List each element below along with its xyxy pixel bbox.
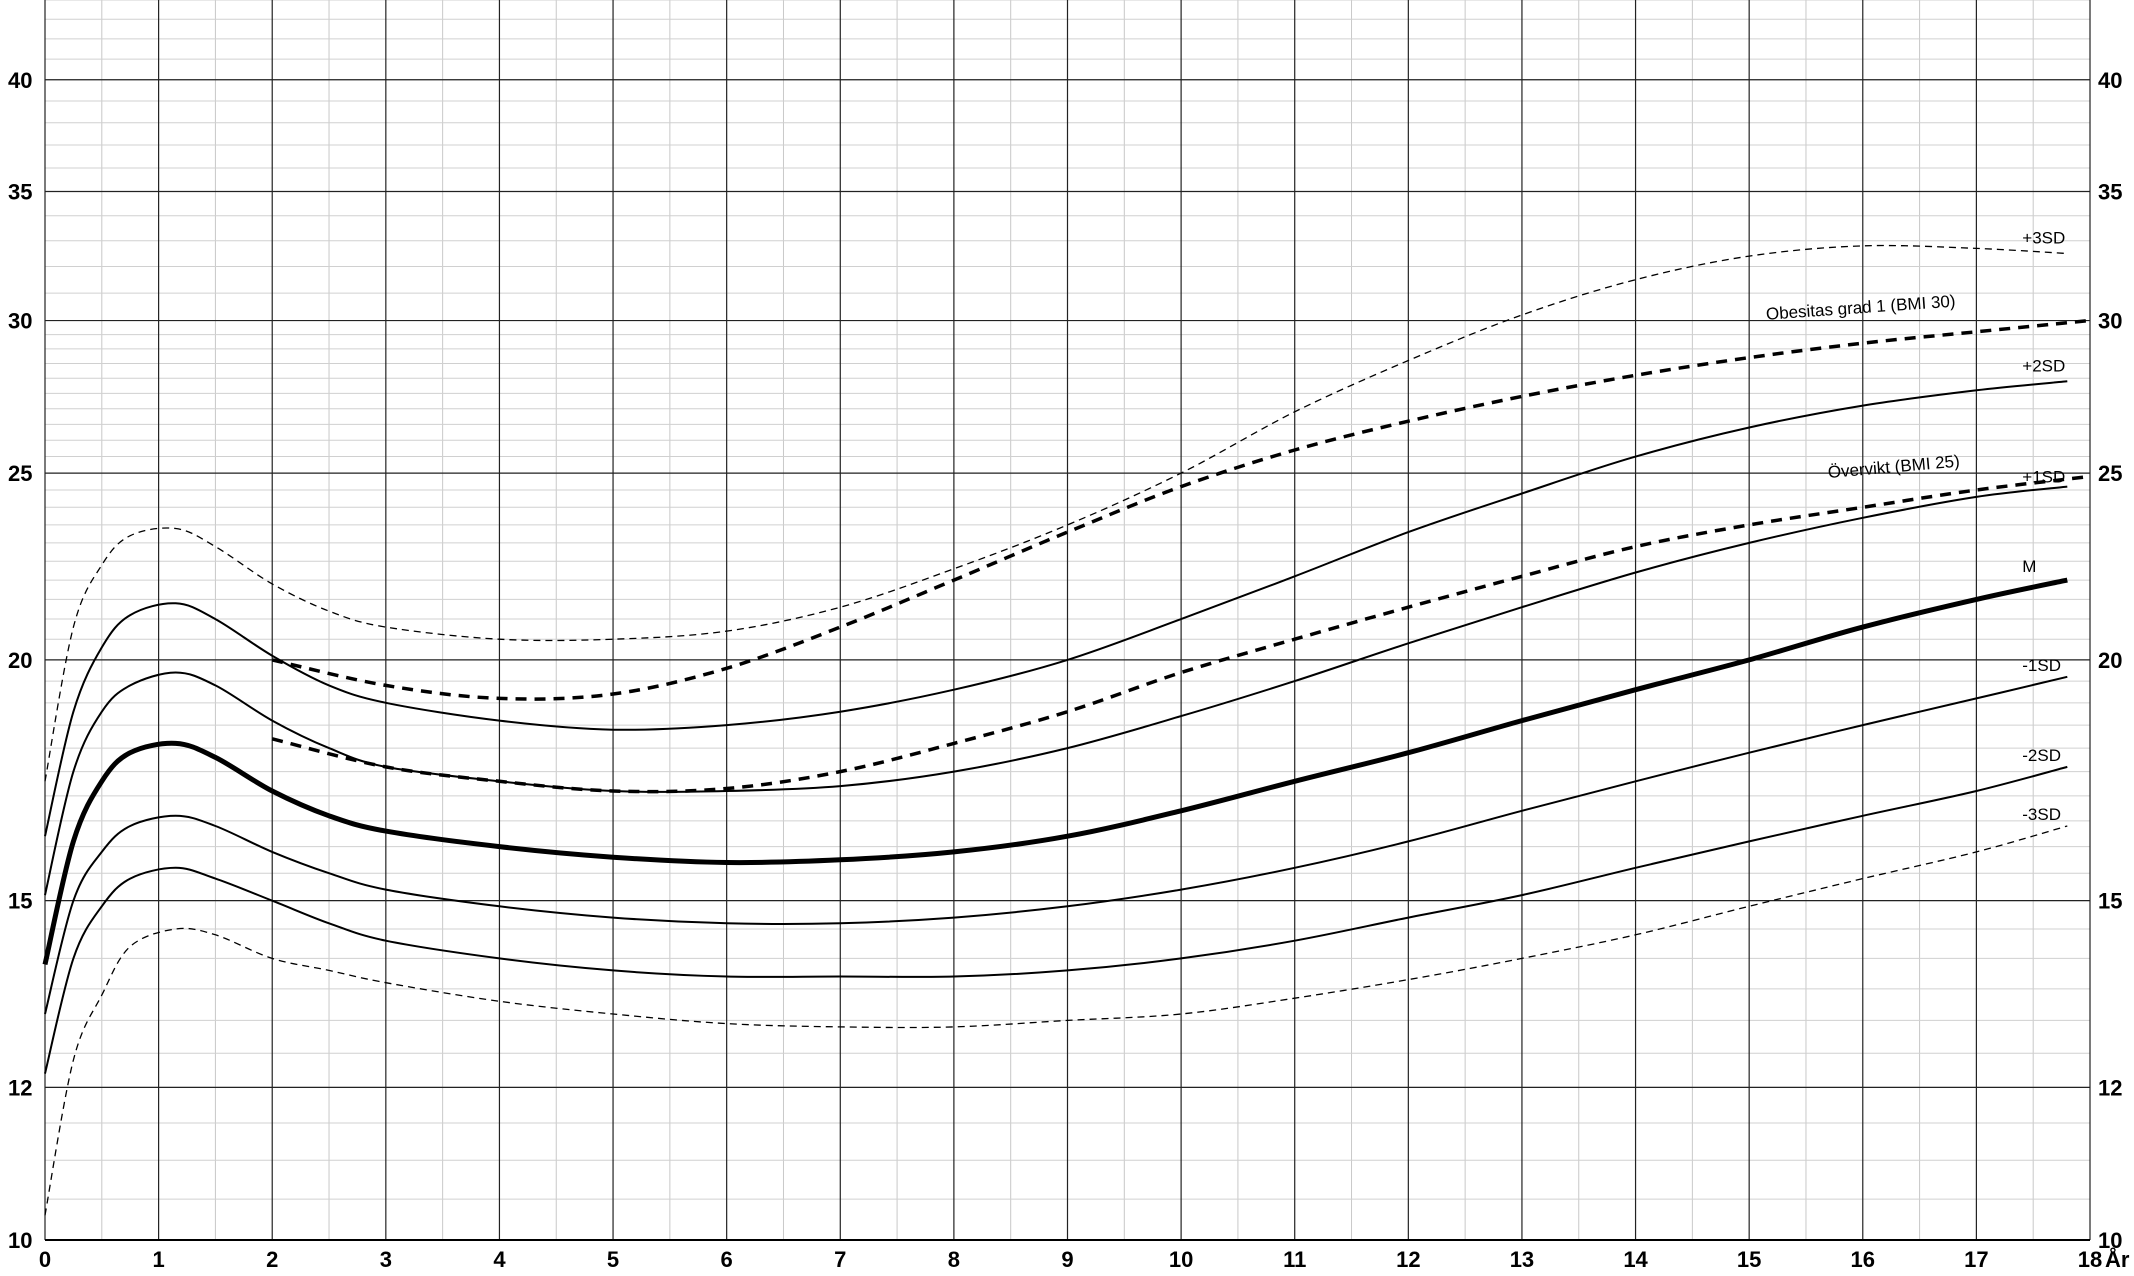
x-tick-label: 17: [1964, 1247, 1988, 1271]
series-line-plus3sd: [44, 244, 2068, 782]
series-line-1sd: [44, 675, 2068, 1015]
x-tick-label: 2: [266, 1247, 278, 1271]
y-tick-label-left: 10: [8, 1228, 32, 1253]
x-tick-label: 8: [948, 1247, 960, 1271]
series-label: M: [2022, 557, 2036, 576]
series-label: +3SD: [2022, 229, 2065, 248]
x-tick-label: 9: [1061, 1247, 1073, 1271]
y-tick-label-right: 12: [2098, 1075, 2122, 1100]
x-tick-label: 13: [1510, 1247, 1534, 1271]
x-tick-label: 16: [1851, 1247, 1875, 1271]
x-tick-label: 1: [152, 1247, 164, 1271]
x-tick-label: 10: [1169, 1247, 1193, 1271]
y-tick-label-right: 35: [2098, 180, 2122, 205]
series-layer: [42, 244, 2091, 1216]
series-line-vervikt-bmi-25: [271, 474, 2091, 794]
series-line-3sd: [44, 825, 2068, 1216]
y-tick-label-left: 20: [8, 648, 32, 673]
y-tick-label-left: 12: [8, 1075, 32, 1100]
y-tick-label-right: 25: [2098, 461, 2122, 486]
y-tick-label-right: 30: [2098, 309, 2122, 334]
series-labels: +3SD +2SD +1SD M -1SD -2SD -3SD Obesitas grad 1…: [1765, 229, 2065, 824]
y-tick-label-right: 20: [2098, 648, 2122, 673]
x-tick-label: 14: [1623, 1247, 1648, 1271]
x-tick-label: 0: [39, 1247, 51, 1271]
x-tick-label: 5: [607, 1247, 619, 1271]
x-tick-label: 3: [380, 1247, 392, 1271]
y-tick-label-left: 30: [8, 309, 32, 334]
y-tick-label-left: 40: [8, 68, 32, 93]
x-tick-label: 11: [1283, 1247, 1306, 1271]
x-tick-label: 7: [834, 1247, 846, 1271]
x-tick-label: 15: [1737, 1247, 1761, 1271]
y-tick-label-right: 15: [2098, 889, 2122, 914]
x-axis-label: År: [2105, 1246, 2130, 1271]
x-tick-label: 18: [2078, 1247, 2102, 1271]
y-tick-label-right: 10: [2098, 1228, 2122, 1253]
series-label: Obesitas grad 1 (BMI 30): [1765, 292, 1956, 324]
x-tick-label: 4: [493, 1247, 506, 1271]
x-tick-label: 6: [721, 1247, 733, 1271]
series-label: +2SD: [2022, 356, 2065, 375]
series-line-obesitas-grad-1-bmi-30: [271, 318, 2091, 701]
major-grid: [44, 0, 2091, 1241]
series-line-plus2sd: [44, 380, 2068, 837]
y-tick-label-right: 40: [2098, 68, 2122, 93]
series-label: -2SD: [2022, 746, 2061, 765]
y-tick-label-left: 15: [8, 889, 32, 914]
series-line-2sd: [44, 765, 2068, 1074]
series-label: -1SD: [2022, 656, 2061, 675]
y-tick-label-left: 35: [8, 180, 32, 205]
x-tick-label: 12: [1396, 1247, 1420, 1271]
series-line-plus1sd: [44, 485, 2068, 896]
series-line-m: [42, 577, 2068, 965]
series-label: +1SD: [2022, 468, 2065, 487]
series-label: -3SD: [2022, 805, 2061, 824]
y-tick-label-left: 25: [8, 461, 32, 486]
